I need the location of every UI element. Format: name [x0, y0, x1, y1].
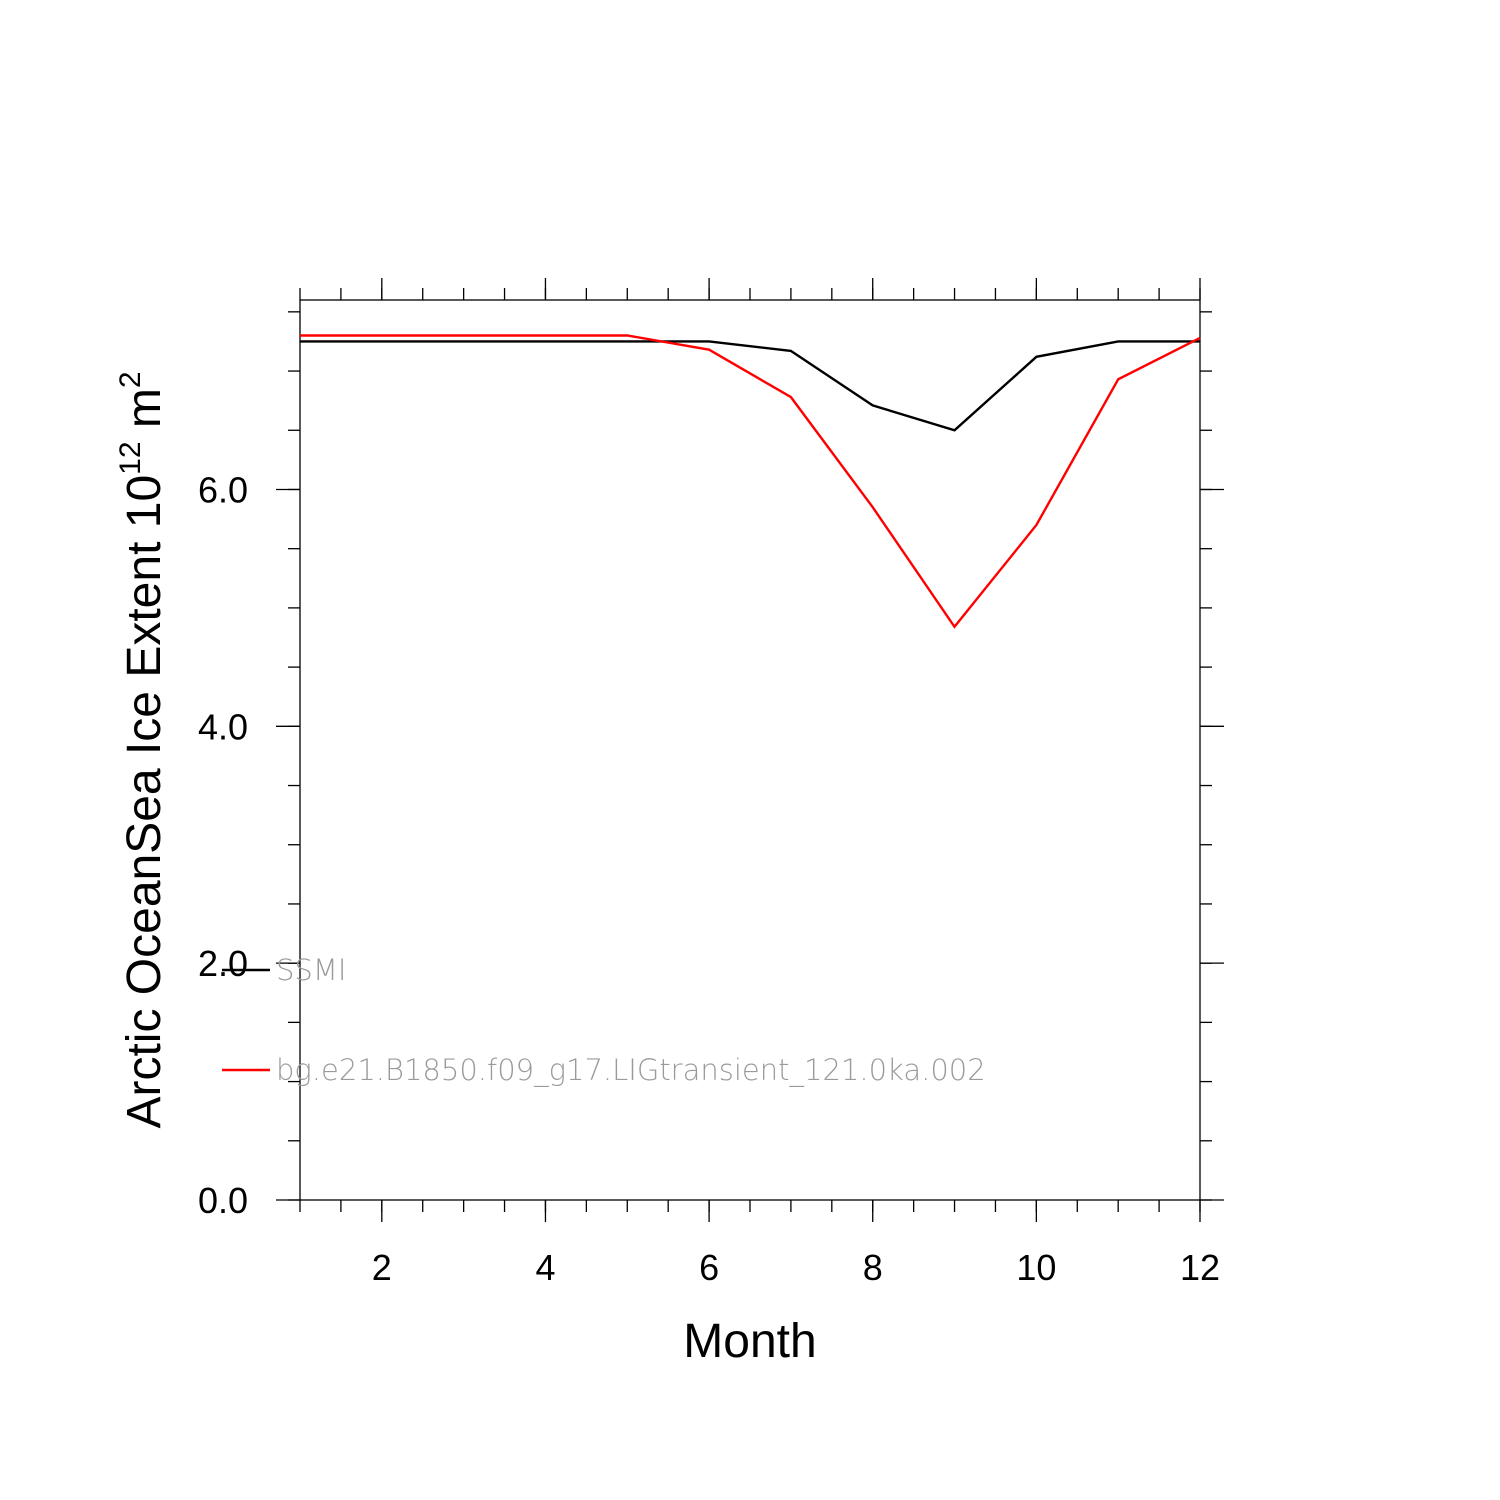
y-axis-title-text: Arctic OceanSea Ice Extent 10	[118, 475, 171, 1129]
legend-label: SSMI	[276, 953, 346, 987]
series-lines	[300, 334, 1201, 629]
x-axis-title: Month	[683, 1315, 816, 1368]
legend-label: bg.e21.B1850.f09_g17.LIGtransient_121.0k…	[276, 1053, 986, 1088]
x-tick-label: 6	[699, 1247, 719, 1288]
y-tick-label: 2.0	[198, 943, 248, 984]
x-tick-label: 10	[1016, 1247, 1056, 1288]
y-axis-title: Arctic OceanSea Ice Extent 1012 m2	[114, 371, 171, 1128]
legend: SSMI bg.e21.B1850.f09_g17.LIGtransient_12…	[222, 953, 986, 1088]
x-tick-label: 12	[1180, 1247, 1220, 1288]
series-line	[300, 334, 1201, 629]
x-tick-label: 8	[863, 1247, 883, 1288]
y-tick-labels: 0.0 2.0 4.0 6.0	[198, 469, 248, 1221]
y-axis-title-exponent: 12	[114, 441, 147, 474]
x-tick-label: 4	[535, 1247, 555, 1288]
y-axis-title-unit-exponent: 2	[114, 371, 147, 388]
y-axis-title-unit: m	[118, 388, 171, 441]
y-tick-label: 4.0	[198, 706, 248, 747]
series-line	[300, 340, 1200, 432]
y-tick-label: 6.0	[198, 469, 248, 510]
major-ticks	[276, 278, 1224, 1222]
y-tick-label: 0.0	[198, 1180, 248, 1221]
x-tick-label: 2	[372, 1247, 392, 1288]
x-tick-labels: 2 4 6 8 10 12	[372, 1247, 1220, 1288]
